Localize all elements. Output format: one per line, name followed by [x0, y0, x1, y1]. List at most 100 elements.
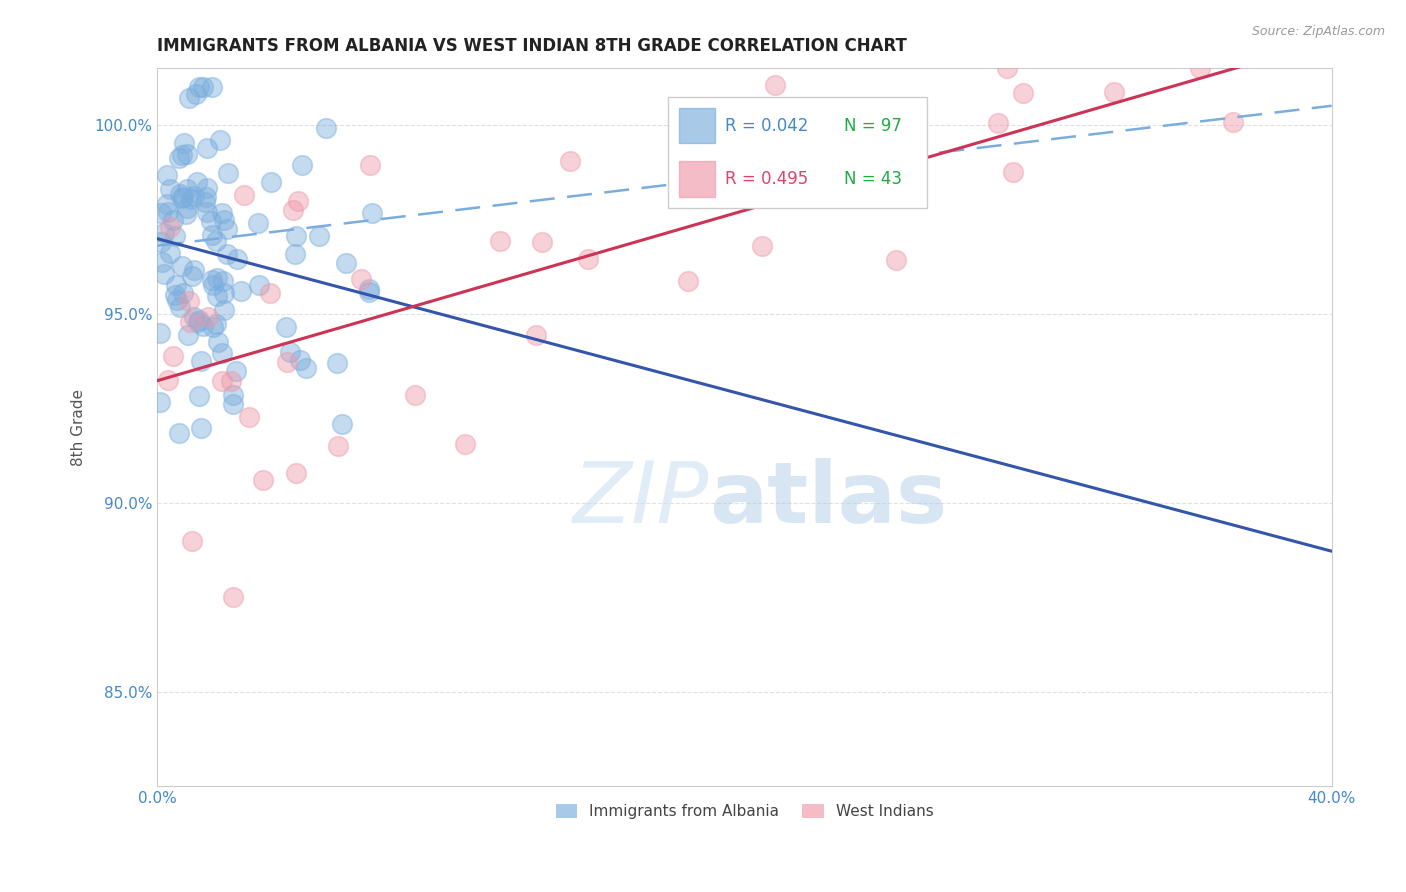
- Point: [183, 189, 205, 203]
- Point: [205, 289, 228, 303]
- Point: [179, 91, 201, 105]
- Point: [165, 229, 187, 244]
- Point: [177, 294, 200, 309]
- Point: [231, 284, 253, 298]
- Point: [176, 146, 198, 161]
- Point: [558, 154, 581, 169]
- Point: [247, 216, 270, 230]
- Text: ZIP: ZIP: [574, 458, 709, 541]
- Point: [225, 364, 247, 378]
- Point: [167, 151, 190, 165]
- Point: [194, 194, 217, 209]
- Point: [179, 315, 201, 329]
- Point: [200, 79, 222, 94]
- Point: [576, 252, 599, 266]
- Point: [226, 252, 249, 266]
- Point: [174, 207, 197, 221]
- Point: [156, 373, 179, 387]
- Point: [149, 326, 172, 341]
- Point: [1188, 61, 1211, 75]
- Point: [288, 352, 311, 367]
- Point: [211, 206, 233, 220]
- Point: [212, 274, 235, 288]
- Point: [489, 234, 512, 248]
- Point: [315, 120, 337, 135]
- Point: [1104, 85, 1126, 99]
- Point: [217, 166, 239, 180]
- Point: [222, 591, 245, 605]
- Point: [219, 374, 242, 388]
- Point: [172, 286, 194, 301]
- Point: [177, 328, 200, 343]
- Point: [212, 302, 235, 317]
- Point: [152, 254, 174, 268]
- Point: [183, 310, 205, 324]
- Point: [153, 226, 176, 240]
- Point: [676, 274, 699, 288]
- Point: [149, 394, 172, 409]
- Point: [212, 213, 235, 227]
- Point: [195, 205, 218, 219]
- Point: [283, 247, 305, 261]
- Point: [328, 439, 350, 453]
- Point: [207, 335, 229, 350]
- Point: [180, 192, 202, 206]
- Point: [162, 349, 184, 363]
- Point: [295, 361, 318, 376]
- Point: [197, 310, 219, 325]
- Point: [357, 285, 380, 300]
- Point: [238, 410, 260, 425]
- Point: [285, 229, 308, 244]
- Point: [454, 437, 477, 451]
- Point: [287, 194, 309, 209]
- Point: [162, 213, 184, 227]
- Point: [169, 300, 191, 314]
- Point: [276, 354, 298, 368]
- Point: [290, 159, 312, 173]
- Point: [751, 239, 773, 253]
- Point: [156, 196, 179, 211]
- Point: [176, 182, 198, 196]
- Point: [172, 190, 194, 204]
- Point: [211, 345, 233, 359]
- Point: [247, 278, 270, 293]
- Point: [205, 234, 228, 248]
- Point: [193, 80, 215, 95]
- Point: [152, 267, 174, 281]
- Point: [190, 354, 212, 368]
- Point: [222, 396, 245, 410]
- Point: [877, 169, 900, 184]
- Text: atlas: atlas: [709, 458, 948, 541]
- Point: [183, 263, 205, 277]
- Point: [217, 222, 239, 236]
- Point: [524, 328, 547, 343]
- Point: [281, 202, 304, 217]
- Point: [188, 312, 211, 326]
- Point: [187, 315, 209, 329]
- Point: [159, 245, 181, 260]
- Point: [530, 235, 553, 249]
- Point: [360, 205, 382, 219]
- Point: [201, 320, 224, 334]
- Point: [195, 141, 218, 155]
- Point: [1222, 115, 1244, 129]
- Point: [156, 168, 179, 182]
- Point: [172, 191, 194, 205]
- Point: [170, 148, 193, 162]
- Point: [211, 375, 233, 389]
- Point: [186, 175, 208, 189]
- Point: [166, 293, 188, 307]
- Point: [359, 158, 381, 172]
- Point: [191, 318, 214, 333]
- Point: [184, 87, 207, 102]
- Point: [188, 79, 211, 94]
- Point: [159, 219, 181, 234]
- Point: [987, 115, 1010, 129]
- Point: [679, 177, 702, 191]
- Point: [195, 190, 218, 204]
- Point: [252, 473, 274, 487]
- Point: [181, 268, 204, 283]
- Point: [260, 175, 283, 189]
- Point: [195, 181, 218, 195]
- Point: [308, 229, 330, 244]
